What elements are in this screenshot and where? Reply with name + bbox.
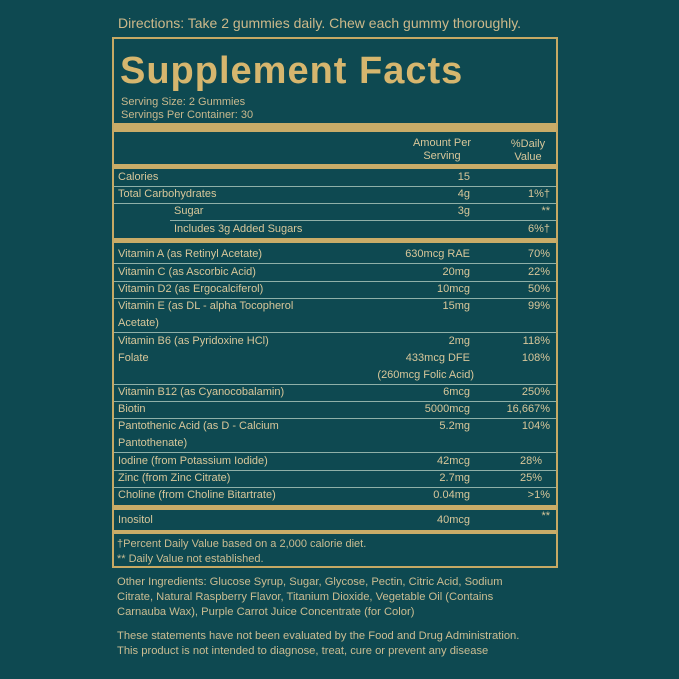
amount: 3g: [457, 205, 470, 217]
amount-header-line2: Serving: [423, 150, 461, 162]
dv-header: %Daily Value: [500, 138, 556, 164]
table-row: Includes 3g Added Sugars 6%†: [170, 221, 556, 238]
daily-value: 50%: [527, 283, 550, 295]
nutrient-name: Vitamin B12 (as Cyanocobalamin): [118, 386, 285, 398]
table-row: Zinc (from Zinc Citrate) 2.7mg 25%: [114, 470, 556, 488]
nutrient-name: Total Carbohydrates: [118, 188, 217, 200]
nutrient-name: Vitamin A (as Retinyl Acetate): [118, 248, 263, 260]
table-row: Vitamin A (as Retinyl Acetate) 630mcg RAE…: [114, 246, 556, 264]
dv-header-line2: Value: [514, 151, 542, 163]
table-row: Vitamin E (as DL - alpha Tocopherol Aceta…: [114, 298, 556, 333]
nutrient-name: Folate: [118, 352, 149, 364]
divider: [114, 530, 556, 534]
nutrient-name: Vitamin E (as DL - alpha Tocopherol: [118, 300, 294, 312]
table-row: Choline (from Choline Bitartrate) 0.04mg >…: [114, 487, 556, 504]
nutrient-name: Pantothenic Acid (as D - Calcium: [118, 420, 279, 432]
amount: 40mcg: [436, 514, 470, 526]
amount: 6mcg: [443, 386, 470, 398]
amount: 5.2mg: [439, 420, 470, 432]
amount: 20mg: [442, 266, 470, 278]
disclaimer-line: This product is not intended to diagnose…: [117, 645, 489, 657]
daily-value: 28%: [519, 455, 542, 467]
amount: 433mcg DFE: [405, 352, 470, 364]
nutrient-name: Zinc (from Zinc Citrate): [118, 472, 231, 484]
supplement-facts-panel: [112, 37, 558, 568]
amount: 4g: [457, 188, 470, 200]
nutrient-name: Vitamin D2 (as Ergocalciferol): [118, 283, 264, 295]
nutrient-name: Includes 3g Added Sugars: [174, 223, 303, 235]
daily-value: 250%: [521, 386, 550, 398]
nutrient-name: Vitamin C (as Ascorbic Acid): [118, 266, 256, 278]
amount-header-line1: Amount Per: [412, 137, 472, 149]
amount: 5000mcg: [424, 403, 470, 415]
nutrient-name: Biotin: [118, 403, 146, 415]
nutrient-name-cont: Pantothenate): [118, 437, 188, 449]
daily-value: **: [541, 205, 550, 217]
divider: [114, 505, 556, 510]
nutrient-name: Iodine (from Potassium Iodide): [118, 455, 268, 467]
table-row: Vitamin C (as Ascorbic Acid) 20mg 22%: [114, 264, 556, 282]
disclaimer: These statements have not been evaluated…: [117, 629, 519, 659]
daily-value: 16,667%: [506, 403, 550, 415]
nutrient-name-cont: Acetate): [118, 317, 159, 329]
amount: 2mg: [448, 335, 470, 347]
other-ingredients-line: Carnauba Wax), Purple Carrot Juice Conce…: [117, 606, 415, 618]
disclaimer-line: These statements have not been evaluated…: [117, 630, 520, 642]
nutrient-name: Choline (from Choline Bitartrate): [118, 489, 276, 501]
other-ingredients: Other Ingredients: Glucose Syrup, Sugar,…: [117, 575, 503, 620]
table-row: Pantothenic Acid (as D - Calcium Pantothe…: [114, 418, 556, 453]
other-ingredients-line: Citrate, Natural Raspberry Flavor, Titan…: [117, 591, 494, 603]
amount: 630mcg RAE: [405, 248, 470, 260]
nutrient-name: Vitamin B6 (as Pyridoxine HCl): [118, 335, 269, 347]
amount: 10mcg: [436, 283, 470, 295]
footnote: †Percent Daily Value based on a 2,000 ca…: [117, 538, 367, 550]
nutrient-name: Inositol: [118, 514, 153, 526]
daily-value: 1%†: [527, 188, 550, 200]
directions: Directions: Take 2 gummies daily. Chew e…: [118, 15, 522, 31]
table-row: Iodine (from Potassium Iodide) 42mcg 28%: [114, 453, 556, 471]
table-row: Biotin 5000mcg 16,667%: [114, 401, 556, 419]
table-row: Inositol 40mcg **: [114, 510, 556, 529]
table-row: Vitamin D2 (as Ergocalciferol) 10mcg 50%: [114, 281, 556, 299]
daily-value: 104%: [521, 420, 550, 432]
divider: [114, 238, 556, 243]
daily-value: 108%: [521, 352, 550, 364]
daily-value: **: [541, 510, 550, 522]
other-ingredients-line: Other Ingredients: Glucose Syrup, Sugar,…: [117, 576, 503, 588]
table-row: Total Carbohydrates 4g 1%†: [114, 186, 556, 204]
table-row: Vitamin B6 (as Pyridoxine HCl) 2mg 118%: [114, 333, 556, 350]
divider: [114, 123, 556, 132]
footnote: ** Daily Value not established.: [117, 553, 264, 565]
daily-value: 22%: [527, 266, 550, 278]
daily-value: >1%: [527, 489, 550, 501]
servings-per-container: Servings Per Container: 30: [121, 109, 254, 121]
table-row: Sugar 3g **: [170, 203, 556, 221]
page-title: Supplement Facts: [120, 50, 464, 92]
divider: [114, 164, 556, 169]
nutrient-name: Calories: [118, 171, 159, 183]
table-row: Vitamin B12 (as Cyanocobalamin) 6mcg 250%: [114, 384, 556, 402]
amount: 42mcg: [436, 455, 470, 467]
amount: 0.04mg: [433, 489, 470, 501]
amount: 15: [457, 171, 470, 183]
table-row: Folate 433mcg DFE (260mcg Folic Acid) 108%: [114, 350, 556, 385]
serving-size: Serving Size: 2 Gummies: [121, 96, 246, 108]
daily-value: 118%: [522, 335, 550, 347]
dv-header-line1: %Daily: [510, 138, 546, 150]
nutrient-name: Sugar: [174, 205, 204, 217]
daily-value: 25%: [519, 472, 542, 484]
daily-value: 99%: [527, 300, 550, 312]
amount-header: Amount Per Serving: [400, 137, 484, 163]
amount-detail: (260mcg Folic Acid): [377, 369, 474, 381]
amount: 2.7mg: [439, 472, 470, 484]
amount: 15mg: [442, 300, 470, 312]
table-row: Calories 15: [114, 169, 556, 187]
daily-value: 6%†: [527, 223, 550, 235]
daily-value: 70%: [527, 248, 550, 260]
